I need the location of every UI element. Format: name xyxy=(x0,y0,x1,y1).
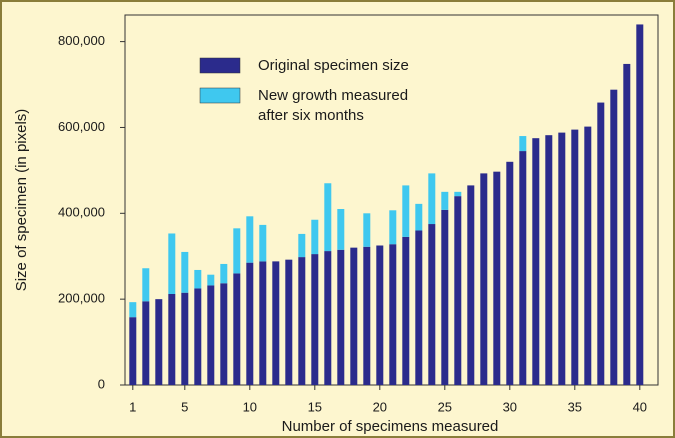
bar xyxy=(389,244,397,385)
bar xyxy=(259,261,267,385)
bar xyxy=(233,228,241,274)
bar xyxy=(402,236,410,385)
x-tick-label: 1 xyxy=(129,399,136,414)
bar xyxy=(363,246,371,385)
bar xyxy=(337,209,345,250)
bar xyxy=(129,302,137,318)
bar xyxy=(129,317,137,385)
bar xyxy=(558,132,566,385)
bar xyxy=(636,24,644,386)
bar xyxy=(220,263,228,284)
bar xyxy=(428,224,436,385)
bar xyxy=(207,274,215,286)
bar xyxy=(415,230,423,385)
bar xyxy=(428,173,436,225)
bar xyxy=(402,185,410,237)
legend-swatch xyxy=(199,87,241,104)
bar xyxy=(597,102,605,385)
y-tick-label: 600,000 xyxy=(58,119,105,134)
bar xyxy=(246,216,254,263)
legend-label: Original specimen size xyxy=(258,57,409,74)
bar xyxy=(337,249,345,385)
bar xyxy=(623,63,631,386)
bar xyxy=(142,268,150,302)
x-tick-label: 35 xyxy=(568,399,582,414)
y-tick-label: 0 xyxy=(98,376,105,391)
x-tick-label: 15 xyxy=(308,399,322,414)
bar xyxy=(142,301,150,385)
bar xyxy=(298,257,306,385)
bar xyxy=(155,299,163,385)
y-tick-label: 200,000 xyxy=(58,291,105,306)
bar xyxy=(519,151,527,385)
bar xyxy=(311,254,319,385)
bar xyxy=(259,224,267,262)
bar xyxy=(532,138,540,385)
y-tick-label: 400,000 xyxy=(58,205,105,220)
bar xyxy=(272,261,280,385)
bar xyxy=(324,183,332,252)
x-tick-label: 25 xyxy=(438,399,452,414)
bar xyxy=(454,196,462,385)
bar xyxy=(181,251,189,293)
x-tick-label: 30 xyxy=(503,399,517,414)
x-tick-label: 40 xyxy=(633,399,647,414)
bar xyxy=(194,269,202,289)
bar xyxy=(610,89,618,386)
bar xyxy=(415,203,423,231)
bar xyxy=(233,273,241,385)
x-axis-title: Number of specimens measured xyxy=(282,418,499,435)
bar xyxy=(181,292,189,385)
bar xyxy=(519,136,527,152)
bar xyxy=(480,173,488,385)
bar xyxy=(220,283,228,385)
bar xyxy=(441,209,449,385)
bar xyxy=(506,161,514,385)
bar xyxy=(207,285,215,385)
bar xyxy=(168,233,176,295)
x-tick-label: 20 xyxy=(373,399,387,414)
bar xyxy=(545,135,553,385)
bar xyxy=(389,210,397,245)
y-tick-label: 800,000 xyxy=(58,33,105,48)
legend-label: New growth measured after six months xyxy=(258,87,408,124)
bar xyxy=(350,247,358,385)
x-tick-label: 5 xyxy=(181,399,188,414)
bar xyxy=(298,233,306,258)
bar xyxy=(571,129,579,385)
legend-swatch xyxy=(199,57,241,74)
bar xyxy=(493,171,501,385)
bar xyxy=(246,262,254,385)
bar xyxy=(376,245,384,385)
bar xyxy=(194,288,202,385)
x-tick-label: 10 xyxy=(243,399,257,414)
bar xyxy=(324,251,332,385)
bar xyxy=(454,191,462,197)
bar xyxy=(584,126,592,386)
bar xyxy=(441,191,449,210)
bar xyxy=(363,213,371,247)
bar xyxy=(285,259,293,385)
bar xyxy=(467,185,475,385)
bar xyxy=(311,219,319,255)
bar xyxy=(168,294,176,385)
y-axis-title: Size of specimen (in pixels) xyxy=(13,109,30,292)
